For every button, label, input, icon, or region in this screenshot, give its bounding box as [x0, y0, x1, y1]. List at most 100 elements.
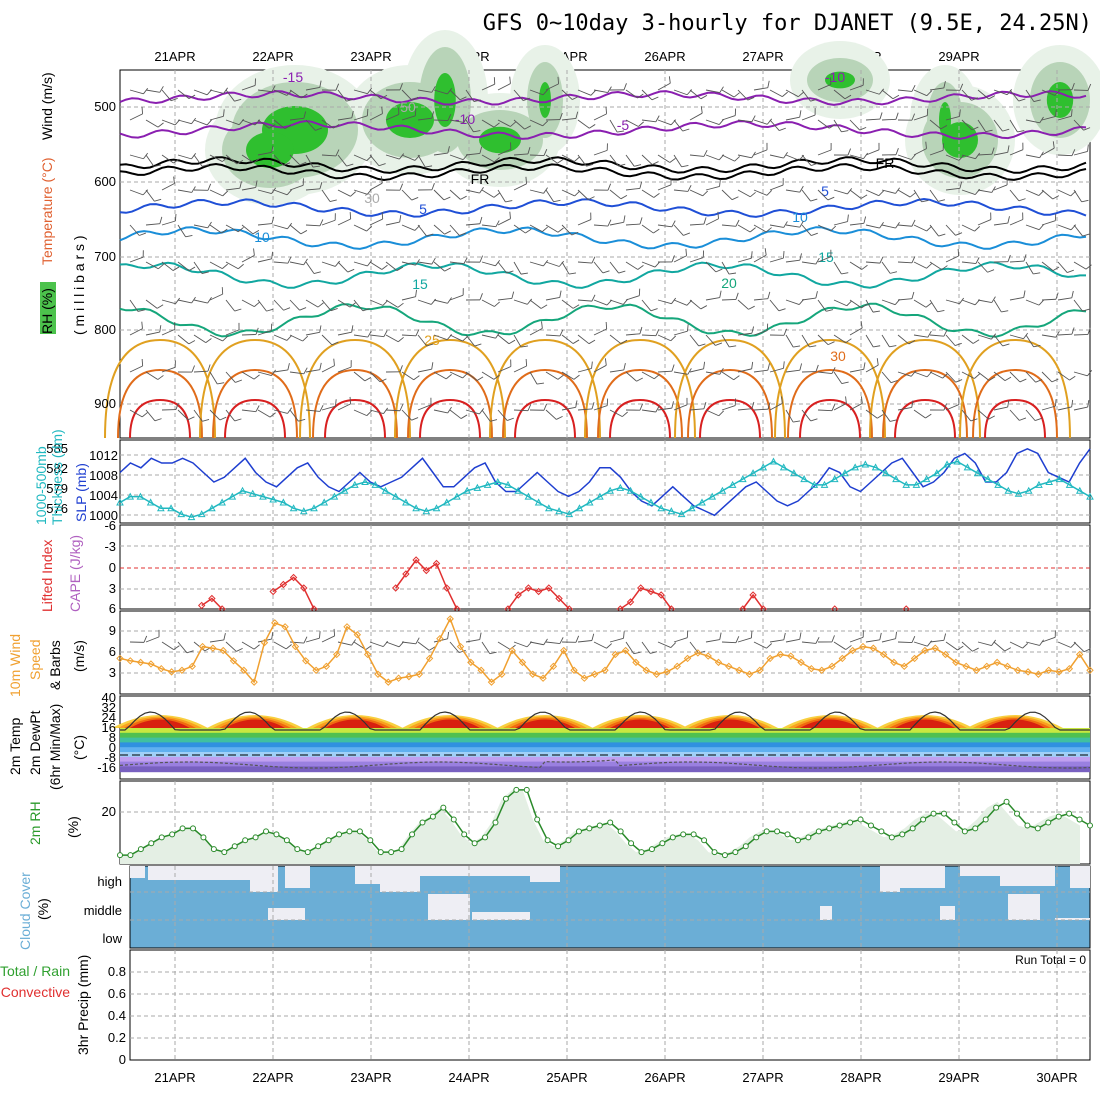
data-point — [596, 822, 603, 829]
wind-barb — [801, 224, 812, 236]
wind-barb — [689, 334, 700, 347]
data-point — [1075, 486, 1084, 494]
data-point — [922, 475, 931, 483]
wind-barb — [399, 83, 403, 91]
wind-barb — [474, 343, 482, 347]
wind-barb — [954, 342, 962, 347]
wind-barb — [993, 406, 1008, 411]
series-line — [120, 789, 1091, 856]
data-point — [983, 662, 991, 671]
wind-barb — [911, 84, 916, 92]
data-point — [367, 837, 374, 844]
wind-barb — [145, 89, 160, 93]
data-point — [611, 650, 620, 659]
wind-barb — [1052, 141, 1055, 149]
isotherm — [502, 368, 588, 439]
wind-barb — [860, 396, 863, 404]
wind-barb — [703, 401, 707, 409]
data-point — [820, 480, 829, 488]
wind-barb — [312, 165, 321, 168]
data-point — [973, 469, 982, 477]
wind-barb — [767, 402, 771, 410]
wind-barb — [972, 339, 980, 344]
wind-barb — [321, 154, 336, 157]
wind-barb — [1070, 224, 1077, 231]
wind-barb — [1033, 272, 1041, 275]
wind-barb — [877, 414, 884, 419]
wind-barb — [481, 371, 495, 380]
wind-barb — [641, 154, 653, 165]
wind-barb — [509, 76, 511, 84]
wind-barb — [417, 117, 432, 121]
cloud-clear-region — [1000, 866, 1055, 886]
wind-barb — [273, 261, 288, 264]
wind-barb — [921, 200, 929, 203]
wind-barb — [1073, 224, 1083, 237]
wind-barb — [505, 200, 513, 203]
wind-barb — [225, 371, 236, 383]
wind-barb — [494, 301, 500, 307]
wind-barb — [188, 266, 196, 272]
wind-barb — [785, 224, 800, 228]
wind-barb — [987, 269, 995, 273]
data-point — [869, 644, 878, 652]
wind-barb — [1025, 119, 1040, 124]
data-point — [218, 498, 226, 506]
wind-barb — [481, 299, 495, 307]
wind-barb — [881, 89, 894, 100]
wind-barb — [769, 224, 784, 228]
wind-barb — [415, 637, 420, 645]
wind-barb — [143, 152, 149, 160]
data-point — [487, 678, 496, 686]
wind-barb — [700, 305, 708, 310]
wind-barb — [1034, 417, 1042, 422]
wind-barb — [283, 162, 291, 166]
data-point — [1014, 666, 1022, 674]
wind-barb — [221, 228, 228, 234]
data-point — [269, 587, 277, 596]
y-tick-label: 600 — [94, 174, 116, 189]
cloud-clear-region — [148, 866, 250, 880]
isotherm — [419, 398, 481, 439]
data-point — [728, 480, 737, 488]
wind-barb — [397, 302, 404, 308]
data-point — [648, 846, 655, 853]
wind-barb — [945, 187, 960, 191]
wind-barb — [253, 374, 260, 380]
wind-barb — [767, 80, 770, 88]
wind-barb — [425, 165, 433, 168]
wind-barb — [641, 299, 652, 312]
wind-barb — [319, 80, 322, 88]
wind-barb — [561, 406, 576, 411]
contour-label: -10 — [455, 111, 475, 127]
wind-barb — [273, 154, 284, 166]
wind-barb — [653, 228, 660, 234]
wind-barb — [529, 189, 544, 194]
wind-barb — [1009, 296, 1024, 301]
wind-barb — [810, 418, 818, 422]
wind-barb — [209, 639, 224, 643]
wind-barb — [925, 413, 932, 419]
wind-barb — [911, 219, 916, 227]
wind-barb — [1083, 648, 1091, 653]
data-point — [167, 668, 176, 676]
wind-barb — [705, 218, 719, 226]
wind-barb — [445, 374, 452, 380]
wind-barb — [513, 299, 528, 305]
wind-barb — [545, 297, 560, 301]
wind-barb — [721, 115, 736, 121]
data-point — [667, 507, 676, 515]
wind-barb — [623, 215, 626, 223]
wind-barb — [145, 261, 159, 270]
wind-barb — [257, 223, 272, 226]
wind-barb — [129, 154, 144, 160]
data-point — [1066, 810, 1073, 817]
data-point — [136, 492, 145, 500]
wind-barb — [737, 299, 749, 310]
wind-barb — [863, 152, 869, 159]
data-point — [388, 849, 395, 856]
wind-barb — [865, 409, 878, 419]
wind-barb — [625, 295, 640, 301]
wind-barb — [799, 220, 804, 228]
data-point — [208, 594, 216, 603]
